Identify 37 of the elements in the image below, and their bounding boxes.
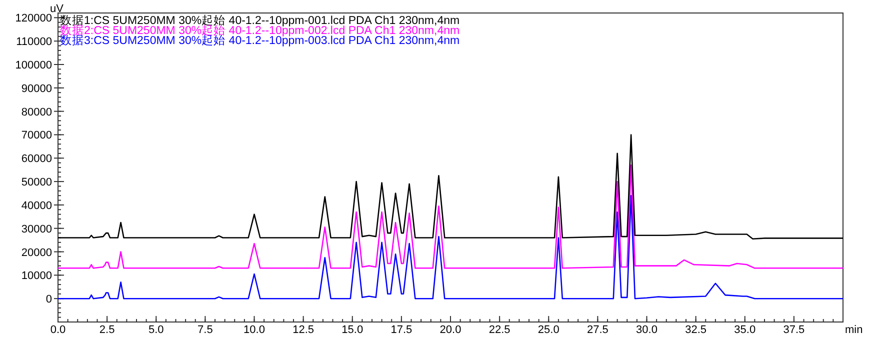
- x-tick-label: 30.0: [636, 324, 658, 336]
- x-tick-label: 27.5: [586, 324, 608, 336]
- y-axis-title: uV: [50, 3, 64, 15]
- x-tick-label: 20.0: [440, 324, 462, 336]
- x-tick-label: 15.0: [342, 324, 364, 336]
- x-tick-label: 17.5: [390, 324, 412, 336]
- line-series: [58, 164, 843, 269]
- x-tick-label: 35.0: [734, 324, 756, 336]
- text: 数据1:CS 5UM250MM 30%起始 40-1.2--10ppm-001.lcd PDA Ch1 230nm,4nm: [60, 14, 460, 27]
- x-tick-label: 10.0: [244, 324, 265, 336]
- x-tick-label: 0.0: [50, 324, 66, 336]
- text: 数据3:CS 5UM250MM 30%起始 40-1.2--10ppm-003.lcd PDA Ch1 230nm,4nm: [60, 34, 460, 47]
- text: 数据2:CS 5UM250MM 30%起始 40-1.2--10ppm-002.lcd PDA Ch1 230nm,4nm: [60, 24, 460, 37]
- x-tick-label: 2.5: [99, 324, 115, 336]
- y-tick-label: 40000: [21, 200, 52, 212]
- y-tick-label: 70000: [21, 130, 52, 142]
- y-tick-label: 120000: [15, 12, 52, 25]
- y-tick-label: 30000: [21, 223, 52, 236]
- y-tick-label: 10000: [21, 270, 52, 282]
- y-tick-label: 100000: [15, 60, 52, 72]
- y-tick-label: 80000: [21, 106, 52, 118]
- line-series: [58, 194, 843, 300]
- x-tick-label: 32.5: [685, 324, 707, 336]
- y-tick-label: 60000: [21, 153, 52, 166]
- x-tick-label: 12.5: [292, 324, 314, 336]
- x-tick-label: 7.5: [198, 324, 213, 336]
- x-axis-title: min: [845, 324, 863, 336]
- x-tick-label: 22.5: [488, 324, 510, 336]
- x-tick-label: 37.5: [783, 324, 805, 336]
- line-series: [58, 134, 843, 240]
- y-tick-label: 0: [46, 294, 52, 306]
- x-tick-label: 5.0: [148, 324, 164, 336]
- x-tick-label: 25.0: [538, 324, 560, 336]
- y-tick-label: 50000: [21, 176, 52, 189]
- y-tick-label: 20000: [21, 246, 52, 259]
- y-tick-label: 110000: [16, 36, 52, 48]
- y-tick-label: 90000: [21, 82, 52, 95]
